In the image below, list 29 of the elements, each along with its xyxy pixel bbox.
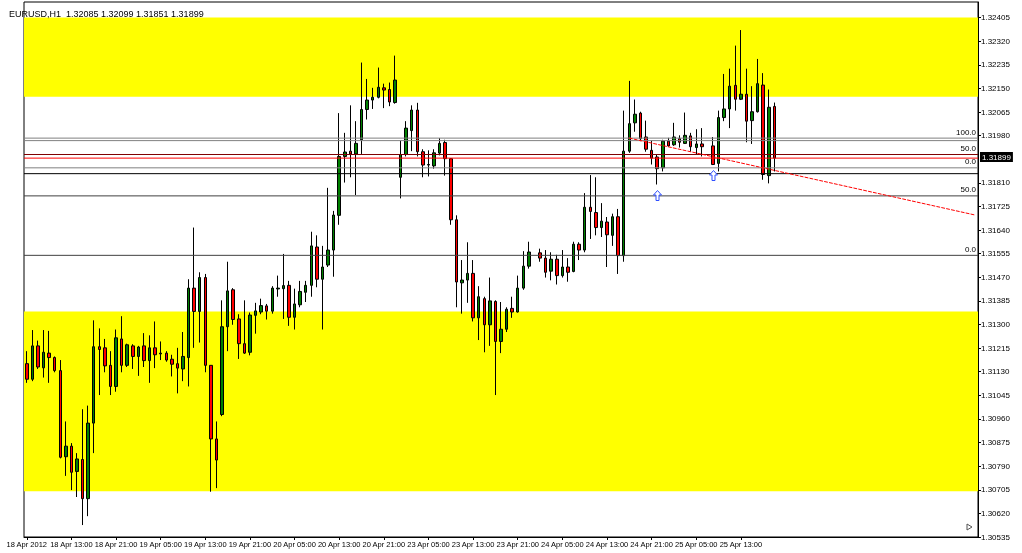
text: EURUSD,H1 1.32085 1.32099 1.31851 1.31899	[9, 8, 204, 19]
annotation: 100.0	[955, 127, 977, 137]
ref-line-label: 1.31899	[982, 152, 1012, 162]
y-tick-label: 1.31215	[981, 343, 1011, 353]
annotation: 50.0	[960, 144, 977, 153]
y-tick-label: 1.32065	[981, 107, 1011, 117]
y-tick-label: 1.31725	[981, 201, 1011, 211]
y-tick-label: 1.32150	[981, 83, 1011, 93]
y-tick-label: 1.30790	[981, 461, 1011, 471]
y-tick-label: 1.31130	[981, 367, 1010, 377]
y-tick-label: 1.30620	[981, 508, 1011, 518]
annotation: 0.0	[964, 244, 977, 254]
y-tick-label: 1.31640	[981, 225, 1011, 235]
y-tick-label: 1.31555	[981, 249, 1011, 259]
y-tick-label: 1.31385	[981, 296, 1011, 306]
y-tick-label: 1.30875	[981, 438, 1011, 448]
y-tick-label: 1.32405	[981, 13, 1011, 23]
y-tick-label: 1.30705	[981, 485, 1011, 495]
y-tick-label: 1.31300	[981, 320, 1011, 329]
annotation: 0.0	[964, 157, 977, 167]
y-tick-label: 1.31045	[981, 390, 1011, 400]
y-tick-label: 1.31980	[981, 131, 1011, 141]
y-tick-label: 1.31810	[981, 178, 1011, 188]
y-tick-label: 1.30535	[981, 532, 1011, 542]
y-tick-label: 1.32320	[981, 36, 1011, 46]
y-tick-label: 1.32235	[981, 60, 1011, 70]
y-tick-label: 1.30960	[981, 414, 1011, 424]
annotation: 50.0	[960, 185, 977, 195]
y-tick-label: 1.31470	[981, 272, 1011, 282]
